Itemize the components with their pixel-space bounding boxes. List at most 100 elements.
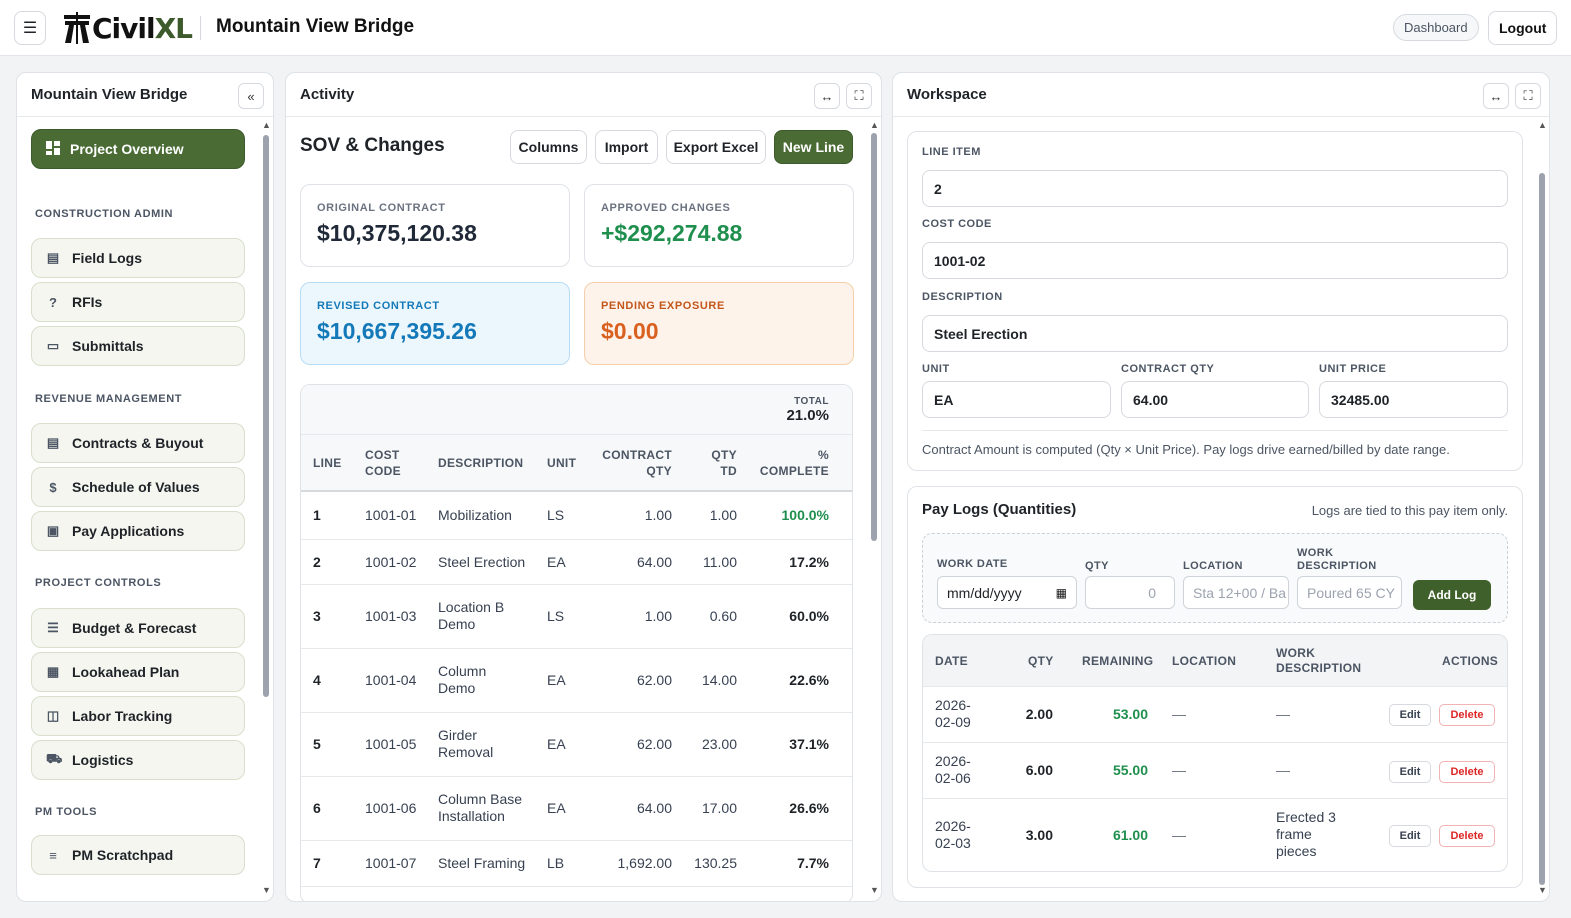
contract-qty-field[interactable]: 64.00 [1121,381,1309,418]
import-button[interactable]: Import [595,130,658,164]
edit-button[interactable]: Edit [1389,704,1431,726]
sidebar-scrollbar[interactable] [263,135,269,697]
table-row[interactable]: 5 1001-05 Girder Removal EA 62.00 23.00 3… [301,713,852,777]
table-row[interactable]: 2 1001-02 Steel Erection EA 64.00 11.00 … [301,540,852,585]
scroll-up-arrow[interactable]: ▲ [870,120,879,130]
edit-button[interactable]: Edit [1389,761,1431,783]
col-qty-td[interactable]: QTY TD [711,448,737,478]
sidebar-item-labor-tracking[interactable]: ◫ Labor Tracking [31,696,245,736]
card-label: APPROVED CHANGES [601,202,731,214]
hamburger-icon: ☰ [22,20,38,37]
unit-price-field[interactable]: 32485.00 [1319,381,1508,418]
col-description[interactable]: DESCRIPTION [438,456,524,470]
export-excel-button[interactable]: Export Excel [666,130,766,164]
sidebar-item-field-logs[interactable]: ▤ Field Logs [31,238,245,278]
grid-icon [46,140,60,158]
line-item-field[interactable]: 2 [922,170,1508,207]
table-row[interactable]: 6 1001-06 Column Base Installation EA 64.… [301,777,852,841]
delete-button[interactable]: Delete [1439,761,1495,783]
expand-width-button[interactable]: ↔ [1483,83,1509,109]
cell-qty-td: 23.00 [701,736,737,752]
workspace-scrollbar[interactable] [1539,173,1545,885]
cell-line: 6 [313,800,321,816]
new-line-button[interactable]: New Line [774,130,853,164]
col-line[interactable]: LINE [313,456,342,470]
add-log-button[interactable]: Add Log [1413,580,1491,610]
activity-scrollbar[interactable] [871,133,877,541]
edit-button[interactable]: Edit [1389,825,1431,847]
scroll-down-arrow[interactable]: ▼ [1538,885,1547,895]
scroll-up-arrow[interactable]: ▲ [262,120,271,130]
sov-table: TOTAL 21.0% LINE COST CODE DESCRIPTION UN… [300,384,853,901]
cell-unit: LB [547,855,565,871]
contract-qty-label: CONTRACT QTY [1121,363,1215,375]
expand-width-button[interactable]: ↔ [814,83,840,109]
sidebar-item-rfis[interactable]: ? RFIs [31,282,245,322]
cost-code-field[interactable]: 1001-02 [922,242,1508,279]
work-date-input[interactable]: mm/dd/yyyy ▦ [937,576,1077,609]
sidebar-item-contracts-buyout[interactable]: ▤ Contracts & Buyout [31,423,245,463]
qty-input[interactable]: 0 [1085,576,1175,609]
pay-logs-table: DATE QTY REMAINING LOCATION WORK DESCRIPT… [922,634,1508,872]
cell-qty-td: 11.00 [703,554,737,570]
description-label: DESCRIPTION [922,291,1003,303]
sidebar-item-label: Project Overview [70,141,184,157]
col-pct-complete[interactable]: % COMPLETE [759,448,829,478]
table-row[interactable]: 1 1001-01 Mobilization LS 1.00 1.00 100.… [301,492,852,540]
fullscreen-button[interactable]: ⛶ [846,83,872,109]
delete-button[interactable]: Delete [1439,825,1495,847]
sidebar-item-logistics[interactable]: ⛟ Logistics [31,740,245,780]
sidebar-item-lookahead-plan[interactable]: ▦ Lookahead Plan [31,652,245,692]
cell-contract-qty: 64.00 [636,800,672,816]
sidebar-panel: Mountain View Bridge « Project Overview … [16,72,274,902]
cell-pct: 26.6% [789,800,829,816]
table-row[interactable]: 7 1001-07 Steel Framing LB 1,692.00 130.… [301,841,852,887]
cell-qty-td: 130.25 [694,855,737,871]
collapse-sidebar-button[interactable]: « [238,83,264,109]
top-bar: ☰ CivilXL Mountain View Bridge Dashboard… [0,0,1571,56]
cell-line: 2 [313,554,321,570]
sidebar-item-project-overview[interactable]: Project Overview [31,129,245,169]
app-logo[interactable]: CivilXL [62,10,193,46]
col-contract-qty[interactable]: CONTRACT QTY [602,448,672,478]
card-label: PENDING EXPOSURE [601,300,725,312]
sidebar-item-budget-forecast[interactable]: ☰ Budget & Forecast [31,608,245,648]
columns-button[interactable]: Columns [510,130,587,164]
cell-unit: EA [547,800,566,816]
col-remaining: REMAINING [1082,654,1154,668]
sidebar-header: Mountain View Bridge [17,73,273,117]
logout-button[interactable]: Logout [1488,11,1558,45]
cell-pct: 60.0% [789,608,829,624]
scroll-up-arrow[interactable]: ▲ [1538,120,1547,130]
sidebar-item-label: Submittals [72,338,144,354]
location-input[interactable]: Sta 12+00 / Ba [1183,576,1289,609]
sidebar-item-schedule-of-values[interactable]: $ Schedule of Values [31,467,245,507]
cell-qty-td: 14.00 [701,672,737,688]
dashboard-button[interactable]: Dashboard [1393,14,1479,41]
workspace-panel: Workspace ↔ ⛶ LINE ITEM 2 COST CODE 1001… [892,72,1550,902]
hamburger-menu-button[interactable]: ☰ [14,11,46,45]
sidebar-item-pay-applications[interactable]: ▣ Pay Applications [31,511,245,551]
table-header: LINE COST CODE DESCRIPTION UNIT CONTRACT Q… [301,435,852,492]
labor-icon: ◫ [46,708,60,723]
col-cost-code[interactable]: COST CODE [365,448,401,478]
folder-icon: ▭ [46,338,60,353]
table-row[interactable]: 3 1001-03 Location B Demo LS 1.00 0.60 60… [301,585,852,649]
delete-button[interactable]: Delete [1439,704,1495,726]
fullscreen-button[interactable]: ⛶ [1515,83,1541,109]
unit-field[interactable]: EA [922,381,1111,418]
scroll-down-arrow[interactable]: ▼ [262,885,271,895]
cell-line: 7 [313,855,321,871]
work-description-input[interactable]: Poured 65 CY [1297,576,1402,609]
col-location: LOCATION [1172,654,1237,668]
col-unit[interactable]: UNIT [547,456,577,470]
description-field[interactable]: Steel Erection [922,315,1508,352]
sidebar-item-pm-scratchpad[interactable]: ≡ PM Scratchpad [31,835,245,875]
scroll-down-arrow[interactable]: ▼ [870,885,879,895]
table-row: 2026- 02-09 2.00 53.00 — — Edit Delete [923,687,1507,743]
table-row[interactable]: 4 1001-04 Column Demo EA 62.00 14.00 22.6… [301,649,852,713]
sidebar-item-submittals[interactable]: ▭ Submittals [31,326,245,366]
cell-location: — [1172,762,1186,778]
revised-contract-card: REVISED CONTRACT $10,667,395.26 [300,282,570,365]
workspace-title: Workspace [907,86,987,103]
